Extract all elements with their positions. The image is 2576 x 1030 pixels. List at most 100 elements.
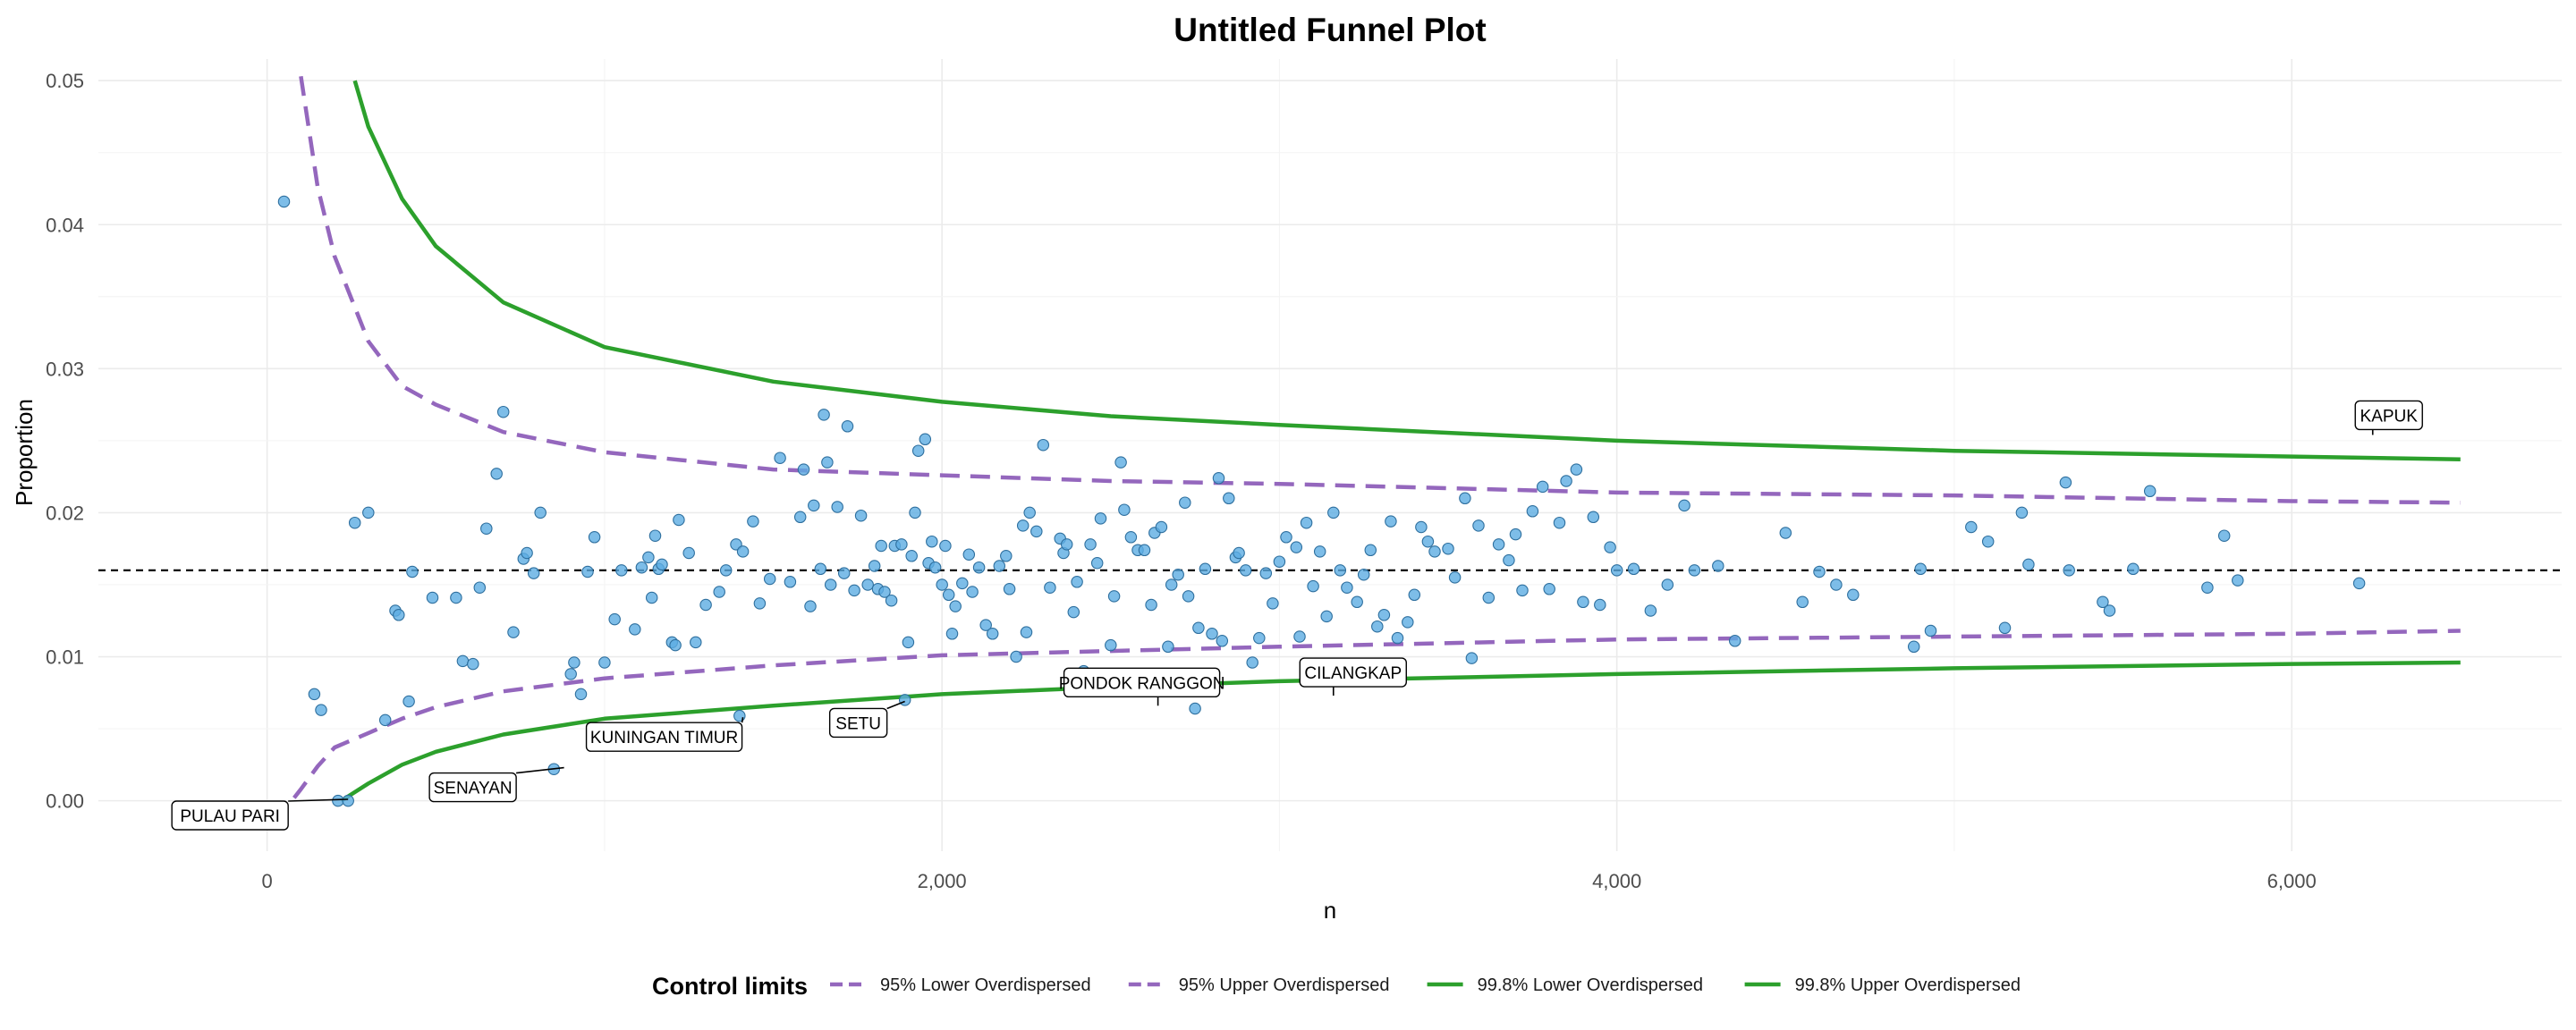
data-point (629, 623, 641, 636)
data-point (456, 654, 470, 668)
data-point (1293, 630, 1306, 643)
data-point (1610, 564, 1623, 577)
annotation-label: KUNINGAN TIMUR (590, 729, 738, 747)
data-point (763, 572, 776, 586)
data-point (598, 656, 611, 669)
data-point (736, 545, 750, 558)
legend-label: 99.8% Lower Overdispersed (1478, 975, 1703, 995)
data-point (496, 405, 510, 418)
annotation-senayan: SENAYAN (428, 766, 564, 803)
x-tick-label: 2,000 (918, 870, 967, 892)
data-point (868, 560, 881, 572)
data-point (1421, 535, 1435, 548)
data-point (979, 619, 992, 631)
data-point (1165, 578, 1178, 591)
data-point (1094, 512, 1107, 525)
annotation-label: PONDOK RANGGON (1059, 674, 1225, 693)
data-point (1516, 584, 1529, 597)
data-point (962, 548, 976, 561)
data-point (1327, 506, 1340, 519)
legend-entry: 99.8% Lower Overdispersed (1427, 975, 1703, 995)
data-point (1472, 519, 1485, 532)
data-point (949, 600, 962, 612)
data-point (1105, 638, 1117, 652)
data-point (1067, 605, 1080, 619)
data-point (774, 452, 786, 464)
y-tick-label: 0.00 (46, 790, 84, 813)
data-point (277, 195, 291, 208)
annotation-leader (288, 798, 349, 802)
annotation-box (2354, 400, 2423, 431)
data-point (1364, 544, 1377, 557)
data-point (1830, 578, 1843, 591)
data-point (747, 515, 759, 528)
data-point (1172, 568, 1184, 581)
data-point (831, 501, 843, 513)
data-point (568, 656, 580, 669)
y-tick-label: 0.03 (46, 358, 84, 380)
data-point (875, 539, 887, 553)
legend: Control limits 95% Lower Overdispersed 95… (652, 973, 2021, 1000)
data-point (2127, 562, 2140, 576)
data-point (972, 561, 986, 574)
data-point (1199, 562, 1212, 576)
data-point (986, 628, 999, 640)
data-point (939, 539, 952, 553)
data-point (1090, 557, 1104, 570)
data-point (808, 499, 820, 512)
data-point (642, 551, 655, 564)
annotation-pondok-ranggon: PONDOK RANGGON (1059, 667, 1225, 706)
data-point (1145, 598, 1157, 612)
chart-title: Untitled Funnel Plot (1174, 12, 1486, 48)
data-point (1162, 640, 1174, 654)
data-point (1678, 499, 1690, 512)
data-point (1233, 546, 1245, 560)
data-point (1415, 520, 1428, 534)
data-point (1448, 571, 1462, 584)
data-point (682, 546, 695, 560)
data-point (690, 636, 702, 649)
data-point (1914, 562, 1927, 576)
data-point (1155, 520, 1168, 534)
data-point (1118, 503, 1131, 516)
annotation-label: KAPUK (2360, 407, 2419, 426)
data-point (406, 565, 419, 578)
data-point (1107, 590, 1121, 603)
data-point (1391, 631, 1404, 645)
data-point (1071, 576, 1083, 588)
data-point (1661, 578, 1674, 591)
data-point (1189, 702, 1201, 715)
data-point (2063, 564, 2075, 577)
data-point (733, 709, 746, 722)
data-point (1560, 475, 1572, 487)
data-point (1239, 564, 1252, 577)
data-point (1000, 550, 1013, 562)
data-point (1216, 635, 1229, 647)
data-point (905, 550, 918, 562)
data-point (885, 594, 898, 607)
data-point (574, 688, 588, 701)
data-point (2201, 581, 2214, 594)
data-point (784, 576, 797, 588)
data-point (1594, 598, 1606, 612)
data-point (1604, 541, 1616, 553)
data-point (942, 588, 955, 602)
data-point (1553, 516, 1566, 529)
data-point (1503, 553, 1515, 567)
data-point (878, 586, 891, 598)
annotation-leader (741, 717, 744, 723)
data-point (1044, 581, 1056, 594)
data-point (1273, 555, 1286, 568)
annotation-leader (886, 700, 905, 710)
grid (98, 59, 2562, 851)
data-point (1030, 525, 1043, 538)
annotation-box (828, 707, 888, 739)
data-point (467, 657, 479, 671)
99-8-lower-overdispersed-curve (340, 660, 2461, 803)
data-point (2217, 529, 2231, 542)
data-point (1223, 492, 1235, 505)
data-point (1182, 590, 1195, 603)
data-point (854, 509, 868, 522)
legend-label: 95% Lower Overdispersed (880, 975, 1091, 995)
